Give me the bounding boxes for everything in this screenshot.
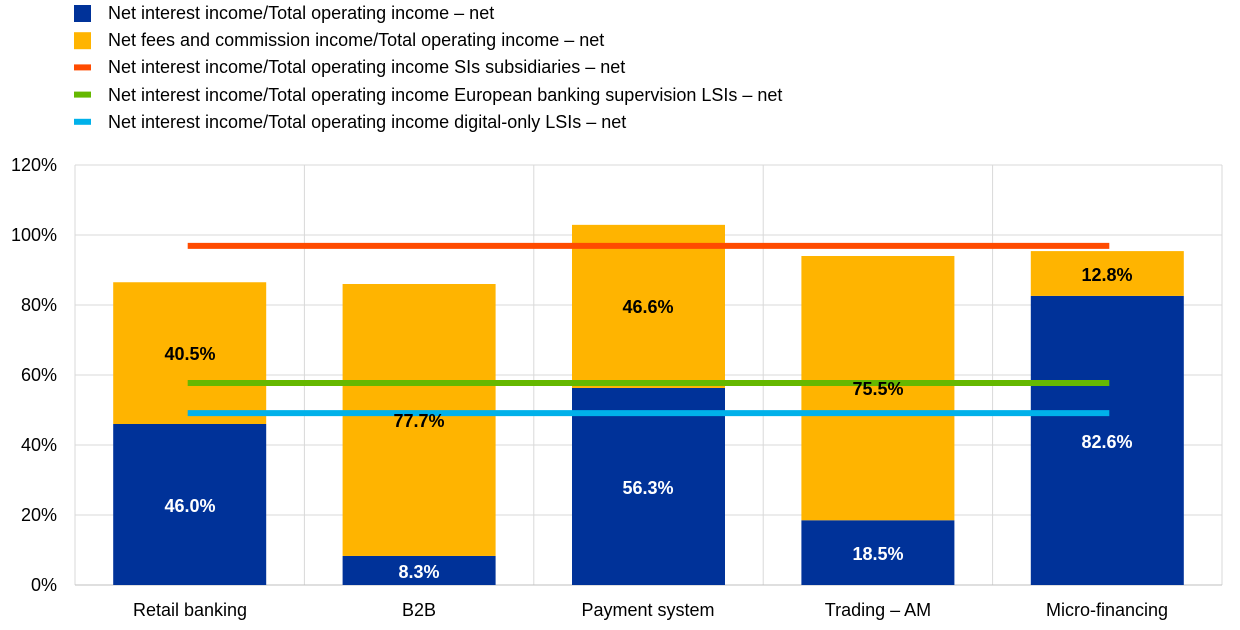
data-label: 77.7% <box>393 411 444 431</box>
bars <box>113 224 1184 585</box>
y-tick-label: 80% <box>21 295 57 315</box>
x-tick-label: Trading – AM <box>825 600 931 620</box>
legend-swatch <box>74 64 91 71</box>
legend-swatches <box>74 5 91 125</box>
bar-segment <box>113 424 267 585</box>
y-tick-label: 120% <box>11 155 57 175</box>
legend-label: Net interest income/Total operating inco… <box>108 3 494 23</box>
data-labels: 46.0% 8.3% 56.3% 18.5% 82.6% 40.5% 77.7%… <box>164 265 1132 582</box>
x-tick-label: Retail banking <box>133 600 247 620</box>
y-axis-labels: 0% 20% 40% 60% 80% 100% 120% <box>11 155 57 595</box>
bar-segment <box>342 555 496 585</box>
y-tick-label: 20% <box>21 505 57 525</box>
bar-segment <box>1030 251 1184 296</box>
data-label: 46.0% <box>164 496 215 516</box>
x-tick-label: Micro-financing <box>1046 600 1168 620</box>
data-label: 18.5% <box>852 544 903 564</box>
data-label: 46.6% <box>622 297 673 317</box>
y-tick-label: 0% <box>31 575 57 595</box>
bar-segment <box>342 284 496 556</box>
legend-swatch <box>74 91 91 98</box>
x-axis-labels: Retail banking B2B Payment system Tradin… <box>133 600 1168 620</box>
data-label: 75.5% <box>852 379 903 399</box>
bar-segment <box>572 224 725 388</box>
x-tick-label: B2B <box>402 600 436 620</box>
bar-segment <box>801 520 955 585</box>
legend: Net interest income/Total operating inco… <box>108 3 782 132</box>
bar-segment <box>113 282 267 424</box>
data-label: 40.5% <box>164 344 215 364</box>
legend-label: Net fees and commission income/Total ope… <box>108 30 604 50</box>
y-tick-label: 60% <box>21 365 57 385</box>
legend-label: Net interest income/Total operating inco… <box>108 112 626 132</box>
legend-swatch <box>74 5 91 22</box>
bar-segment <box>801 256 955 521</box>
bar-segment <box>1030 295 1184 585</box>
legend-label: Net interest income/Total operating inco… <box>108 85 782 105</box>
data-label: 82.6% <box>1081 432 1132 452</box>
legend-swatch <box>74 118 91 125</box>
reference-lines <box>187 242 1110 417</box>
data-label: 56.3% <box>622 478 673 498</box>
y-tick-label: 100% <box>11 225 57 245</box>
legend-swatch <box>74 32 91 50</box>
x-tick-label: Payment system <box>581 600 714 620</box>
data-label: 8.3% <box>398 562 439 582</box>
bar-segment <box>572 387 725 585</box>
legend-label: Net interest income/Total operating inco… <box>108 57 625 77</box>
data-label: 12.8% <box>1081 265 1132 285</box>
y-tick-label: 40% <box>21 435 57 455</box>
